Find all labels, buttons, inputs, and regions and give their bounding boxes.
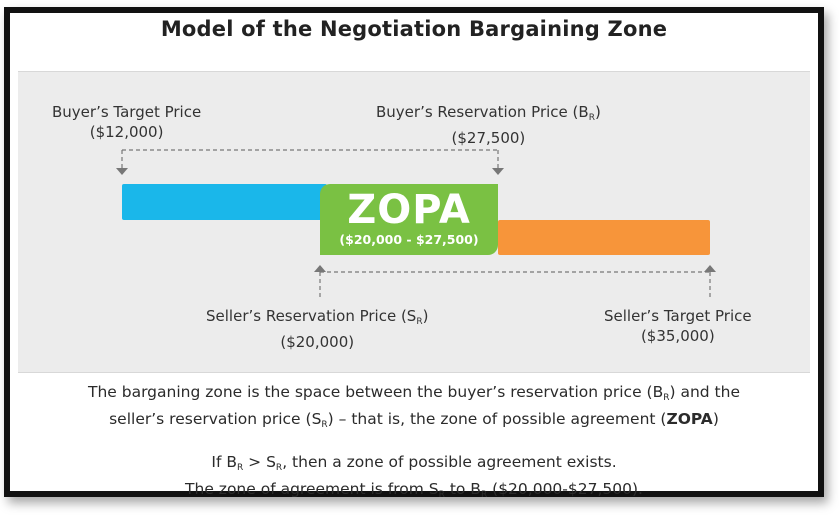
buyer-target-label: Buyer’s Target Price ($12,000) (52, 102, 201, 142)
seller-target-label: Seller’s Target Price ($35,000) (604, 306, 752, 346)
seller-reservation-arrow (314, 265, 326, 272)
diagram-frame: Model of the Negotiation Bargaining Zone… (4, 7, 824, 500)
buyer-reservation-close: ) (594, 103, 601, 121)
seller-reservation-close: ) (422, 307, 429, 325)
buyer-reservation-price: ($27,500) (451, 129, 526, 147)
description-line-2: seller’s reservation price (SR) – that i… (109, 410, 719, 430)
zopa-range: ($20,000 - $27,500) (339, 232, 479, 247)
zopa-bold: ZOPA (666, 410, 713, 428)
description-line-4: The zone of agreement is from SR to BR (… (185, 480, 643, 500)
guide-lines (116, 149, 716, 300)
zopa-box: ZOPA ($20,000 - $27,500) (320, 184, 498, 255)
buyer-reservation-label: Buyer’s Reservation Price (BR) ($27,500) (376, 102, 601, 148)
buyer-reservation-text: Buyer’s Reservation Price (B (376, 103, 589, 121)
buyer-reservation-arrow (492, 168, 504, 175)
buyer-target-arrow (116, 168, 128, 175)
zopa-word: ZOPA (347, 187, 471, 233)
seller-reservation-label: Seller’s Reservation Price (SR) ($20,000… (206, 306, 428, 352)
seller-reservation-text: Seller’s Reservation Price (S (206, 307, 417, 325)
buyer-range-bar (122, 184, 327, 220)
seller-reservation-price: ($20,000) (280, 333, 355, 351)
diagram-title: Model of the Negotiation Bargaining Zone (160, 17, 668, 41)
description: The barganing zone is the space between … (10, 382, 818, 506)
seller-target-arrow (704, 265, 716, 272)
seller-target-price: ($35,000) (640, 327, 715, 345)
bargaining-zone-panel: Buyer’s Target Price ($12,000) Buyer’s R… (18, 71, 810, 373)
seller-reservation-sub: R (416, 317, 423, 327)
buyer-target-text: Buyer’s Target Price (52, 103, 202, 121)
buyer-reservation-sub: R (588, 113, 595, 123)
buyer-target-price: ($12,000) (89, 123, 164, 141)
description-line-3: If BR > SR, then a zone of possible agre… (211, 453, 617, 473)
seller-range-bar (498, 220, 710, 255)
seller-target-text: Seller’s Target Price (604, 307, 752, 325)
description-line-1: The barganing zone is the space between … (87, 383, 740, 403)
